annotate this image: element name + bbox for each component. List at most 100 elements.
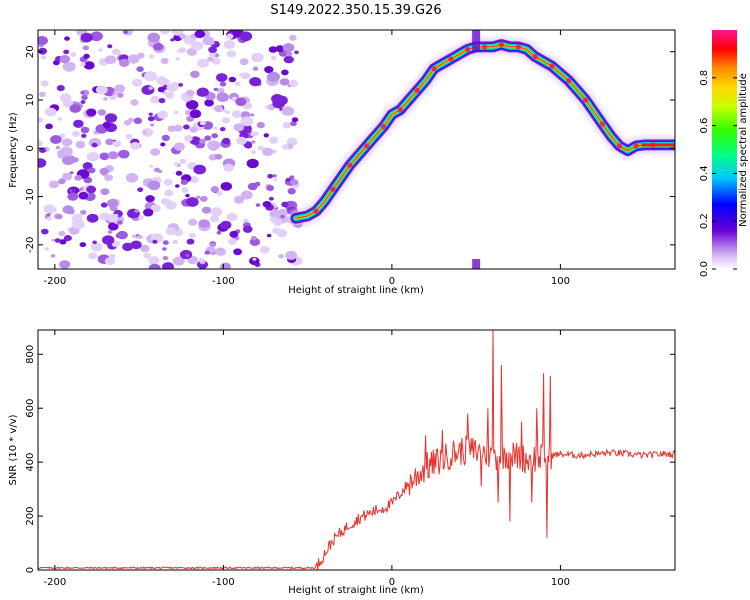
noise-blob (133, 117, 143, 125)
noise-blob (80, 209, 87, 215)
ridge-layer (287, 30, 675, 269)
spectrogram-x-tick-label: -200 (44, 276, 67, 287)
noise-blob (256, 121, 265, 129)
noise-blob (213, 87, 219, 92)
noise-blob (73, 119, 84, 128)
noise-blob (278, 254, 284, 259)
colorbar: 0.0 0.2 0.4 0.6 0.8 Normalized spectral ampl… (699, 30, 749, 277)
noise-blob (186, 100, 199, 110)
noise-blob (113, 213, 119, 218)
noise-blob (239, 72, 244, 77)
noise-blob (175, 184, 180, 188)
noise-blob (213, 126, 218, 130)
noise-blob (204, 135, 212, 141)
noise-blob (268, 46, 278, 53)
spectrogram-y-tick-label: 0 (25, 145, 36, 151)
noise-blob (123, 120, 132, 126)
noise-blob (220, 182, 232, 191)
noise-blob (204, 99, 214, 107)
noise-blob (40, 80, 49, 87)
noise-blob (289, 34, 297, 41)
noise-blob (61, 138, 73, 147)
noise-blob (216, 73, 228, 82)
noise-blob (130, 240, 142, 250)
noise-blob (255, 203, 261, 207)
ridge-peak (583, 97, 589, 103)
noise-blob (175, 57, 180, 61)
noise-blob (285, 178, 291, 182)
ridge-peak (616, 143, 623, 149)
noise-blob (236, 136, 247, 145)
noise-blob (252, 257, 257, 261)
noise-blob (62, 61, 76, 72)
noise-blob (282, 121, 292, 129)
noise-blob (190, 70, 200, 79)
noise-blob (269, 136, 279, 144)
noise-blob (106, 198, 119, 208)
noise-blob (164, 91, 175, 99)
noise-blob (181, 187, 189, 193)
noise-blob (273, 177, 278, 181)
noise-blob (220, 262, 231, 269)
noise-blob (100, 202, 108, 208)
noise-blob (240, 190, 253, 200)
noise-blob (148, 54, 155, 59)
noise-blob (136, 234, 143, 240)
noise-blob (71, 219, 85, 230)
snr-x-tick-label: 0 (389, 577, 395, 588)
noise-blob (146, 130, 151, 134)
colorbar-tick-label: 0.4 (699, 165, 710, 181)
noise-blob (270, 55, 277, 61)
noise-blob (172, 256, 185, 266)
noise-blob (95, 85, 108, 95)
noise-blob (157, 110, 168, 119)
noise-blob (173, 124, 183, 132)
noise-blob (49, 180, 59, 189)
noise-blob (56, 85, 65, 92)
noise-blob (63, 49, 70, 55)
noise-blob (154, 167, 160, 173)
noise-blob (220, 220, 232, 230)
noise-blob (107, 230, 113, 234)
noise-blob (107, 151, 119, 160)
noise-blob (239, 31, 253, 42)
noise-blob (272, 227, 281, 234)
noise-blob (140, 244, 150, 253)
snr-y-ticks: 0 200 400 600 800 (25, 345, 675, 573)
noise-blob (263, 133, 269, 138)
noise-blob (57, 150, 63, 155)
noise-blob (269, 209, 281, 219)
noise-blob (38, 36, 48, 46)
spectrogram-y-axis-label: Frequency (Hz) (8, 112, 19, 188)
spectrogram-x-tick-label: 0 (389, 276, 395, 287)
noise-blob (275, 95, 288, 106)
noise-blob (86, 152, 100, 162)
noise-blob (186, 238, 195, 245)
noise-blob (193, 164, 206, 175)
noise-blob (38, 47, 47, 55)
noise-blob (194, 30, 206, 39)
noise-blob (82, 45, 90, 51)
noise-blob (287, 188, 296, 195)
noise-blob (41, 228, 49, 235)
noise-blob (58, 230, 66, 237)
noise-blob (208, 46, 218, 54)
spectrogram-y-tick-label: 10 (25, 94, 36, 107)
colorbar-gradient (712, 30, 737, 269)
noise-blob (104, 174, 113, 182)
noise-blob (152, 239, 158, 244)
noise-blob (60, 146, 73, 157)
noise-blob (104, 113, 118, 123)
noise-blob (281, 69, 289, 76)
noise-blob (180, 179, 188, 185)
noise-blob (190, 41, 204, 51)
noise-blob (262, 147, 274, 157)
noise-blob (249, 256, 260, 266)
noise-blob (80, 100, 86, 104)
noise-blob (199, 195, 208, 202)
noise-blob (226, 212, 238, 222)
noise-blob (88, 167, 96, 174)
artifact-bottom (472, 259, 481, 269)
ridge-peak (633, 143, 639, 149)
noise-blob (290, 121, 297, 127)
